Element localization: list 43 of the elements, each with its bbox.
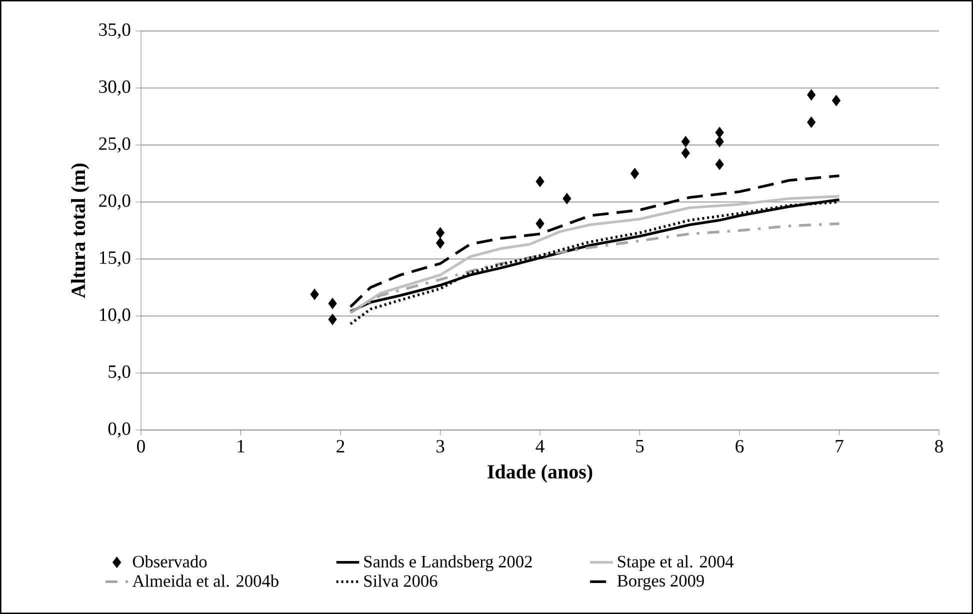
x-tick-label: 5 — [636, 440, 644, 452]
y-tick-label: 25,0 — [99, 137, 130, 153]
legend-label: Silva 2006 — [364, 574, 438, 587]
y-tick-label: 30,0 — [99, 80, 130, 96]
y-tick-label: 0,0 — [108, 422, 130, 438]
point — [536, 176, 544, 188]
point — [536, 218, 544, 230]
legend-label: Stape et al. 2004 — [618, 555, 734, 572]
point — [436, 237, 445, 249]
y-tick-label: 20,0 — [99, 194, 130, 210]
x-tick-label: 2 — [336, 440, 344, 452]
point — [832, 94, 841, 106]
point — [807, 116, 816, 128]
y-tick-label: 35,0 — [99, 23, 130, 39]
point — [681, 136, 690, 148]
point — [715, 126, 724, 138]
line-series — [349, 174, 841, 308]
legend-label: Sands e Landsberg 2002 — [364, 555, 532, 572]
y-axis-title: Altura total (m) — [71, 164, 90, 298]
x-tick-label: 1 — [238, 440, 244, 452]
point — [715, 158, 724, 170]
x-axis-title: Idade (anos) — [488, 464, 592, 483]
y-tick-label: 10,0 — [100, 308, 130, 324]
point — [807, 89, 816, 100]
x-tick-label: 6 — [736, 440, 744, 453]
point — [328, 298, 337, 310]
x-tick-label: 8 — [935, 440, 943, 453]
legend-label: Borges 2009 — [617, 574, 704, 590]
point — [630, 168, 640, 180]
x-tick-label: 7 — [836, 440, 844, 452]
y-tick-label: 5,0 — [108, 365, 130, 381]
x-tick-label: 4 — [536, 440, 544, 452]
point — [328, 314, 337, 326]
point — [310, 288, 319, 300]
point — [436, 227, 445, 238]
point — [562, 192, 572, 204]
point — [715, 136, 724, 148]
x-tick-label: 0 — [137, 440, 145, 453]
legend-label: Observado — [132, 555, 207, 568]
legend-label: Almeida et al. 2004b — [132, 574, 278, 587]
y-tick-label: 15,0 — [100, 251, 130, 267]
x-tick-label: 3 — [436, 440, 444, 453]
point — [681, 147, 690, 159]
